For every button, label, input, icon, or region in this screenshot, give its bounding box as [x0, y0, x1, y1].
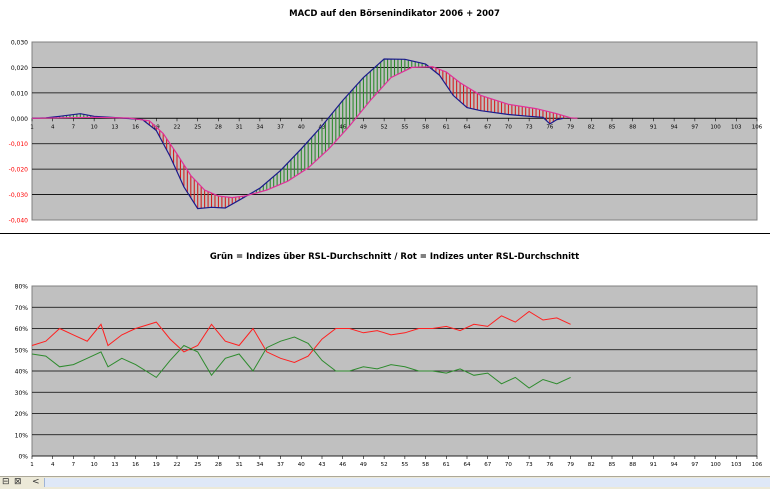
x-tick-label: 43	[319, 462, 326, 468]
x-tick-label: 16	[132, 462, 139, 468]
x-tick-label: 103	[731, 462, 742, 468]
x-tick-label: 82	[588, 462, 595, 468]
chart-title: MACD auf den Börsenindikator 2006 + 2007	[289, 9, 500, 19]
x-tick-label: 28	[215, 124, 222, 130]
x-tick-label: 73	[526, 124, 533, 130]
x-tick-label: 94	[671, 124, 678, 130]
y-tick-label: 20%	[15, 411, 29, 418]
y-tick-label: 0,020	[11, 65, 28, 72]
x-tick-label: 55	[401, 124, 408, 130]
x-tick-label: 40	[298, 124, 305, 130]
x-tick-label: 73	[526, 462, 533, 468]
sheet-nav-grid-icon[interactable]: ⊠	[14, 477, 22, 487]
y-tick-label: 0,030	[11, 40, 28, 47]
macd-chart: MACD auf den Börsenindikator 2006 + 2007…	[9, 9, 763, 225]
x-tick-label: 55	[401, 462, 408, 468]
x-tick-label: 25	[194, 124, 201, 130]
x-tick-label: 106	[752, 124, 763, 130]
x-tick-label: 106	[752, 462, 763, 468]
y-tick-label: 50%	[15, 347, 29, 354]
sheet-navigation-bar: ⊟ ⊠ <	[0, 476, 770, 489]
x-tick-label: 67	[484, 462, 491, 468]
chart-separator	[0, 233, 770, 234]
x-tick-label: 4	[51, 124, 55, 130]
x-tick-label: 46	[339, 462, 346, 468]
y-tick-label: 10%	[15, 432, 29, 439]
x-tick-label: 88	[629, 462, 636, 468]
y-tick-label: 0%	[18, 454, 28, 461]
x-tick-label: 19	[153, 462, 160, 468]
y-tick-label: 70%	[15, 305, 29, 312]
series-line	[31, 66, 578, 199]
x-tick-label: 34	[256, 462, 263, 468]
x-tick-label: 91	[650, 124, 657, 130]
x-tick-label: 64	[464, 462, 471, 468]
x-tick-label: 10	[91, 462, 98, 468]
x-tick-label: 100	[710, 462, 721, 468]
x-tick-label: 4	[51, 462, 55, 468]
x-tick-label: 88	[629, 124, 636, 130]
x-tick-label: 91	[650, 462, 657, 468]
x-tick-label: 70	[505, 462, 512, 468]
y-tick-label: 60%	[15, 326, 29, 333]
x-tick-label: 52	[381, 124, 388, 130]
x-tick-label: 49	[360, 124, 367, 130]
x-tick-label: 25	[194, 462, 201, 468]
y-tick-label: -0,040	[9, 218, 29, 225]
x-tick-label: 37	[277, 124, 284, 130]
x-tick-label: 79	[567, 124, 574, 130]
series-line	[31, 310, 571, 364]
x-tick-label: 31	[236, 124, 243, 130]
x-tick-label: 100	[710, 124, 721, 130]
x-tick-label: 97	[691, 124, 698, 130]
y-tick-label: 0,010	[11, 90, 28, 97]
y-tick-label: 0,000	[11, 116, 28, 123]
y-tick-label: -0,030	[9, 192, 29, 199]
x-tick-label: 7	[72, 124, 76, 130]
x-tick-label: 34	[256, 124, 263, 130]
x-tick-label: 16	[132, 124, 139, 130]
x-tick-label: 37	[277, 462, 284, 468]
y-tick-label: 40%	[15, 369, 29, 376]
x-tick-label: 1	[30, 124, 34, 130]
x-tick-label: 31	[236, 462, 243, 468]
x-tick-label: 97	[691, 462, 698, 468]
x-tick-label: 58	[422, 124, 429, 130]
horizontal-scrollbar[interactable]	[44, 478, 770, 487]
y-tick-label: -0,010	[9, 141, 29, 148]
x-tick-label: 22	[174, 124, 181, 130]
x-tick-label: 85	[609, 462, 616, 468]
x-tick-label: 13	[111, 462, 118, 468]
x-tick-label: 13	[111, 124, 118, 130]
x-tick-label: 22	[174, 462, 181, 468]
x-tick-label: 79	[567, 462, 574, 468]
x-tick-label: 49	[360, 462, 367, 468]
chart-title: Grün = Indizes über RSL-Durchschnitt / R…	[210, 252, 579, 262]
x-tick-label: 76	[546, 124, 553, 130]
x-tick-label: 58	[422, 462, 429, 468]
rsl-chart: Grün = Indizes über RSL-Durchschnitt / R…	[15, 252, 763, 468]
sheet-nav-first-icon[interactable]: ⊟	[2, 477, 10, 487]
y-tick-label: 80%	[15, 284, 29, 291]
x-tick-label: 82	[588, 124, 595, 130]
x-tick-label: 7	[72, 462, 76, 468]
x-tick-label: 1	[30, 462, 34, 468]
x-tick-label: 70	[505, 124, 512, 130]
x-tick-label: 67	[484, 124, 491, 130]
x-tick-label: 103	[731, 124, 742, 130]
x-tick-label: 85	[609, 124, 616, 130]
x-tick-label: 52	[381, 462, 388, 468]
series-line	[31, 336, 571, 389]
x-tick-label: 40	[298, 462, 305, 468]
x-tick-label: 28	[215, 462, 222, 468]
x-tick-label: 76	[546, 462, 553, 468]
y-tick-label: -0,020	[9, 167, 29, 174]
x-tick-label: 94	[671, 462, 678, 468]
x-tick-label: 61	[443, 124, 450, 130]
x-tick-label: 61	[443, 462, 450, 468]
y-tick-label: 30%	[15, 390, 29, 397]
scroll-left-icon[interactable]: <	[32, 477, 40, 487]
x-tick-label: 64	[464, 124, 471, 130]
x-tick-label: 10	[91, 124, 98, 130]
